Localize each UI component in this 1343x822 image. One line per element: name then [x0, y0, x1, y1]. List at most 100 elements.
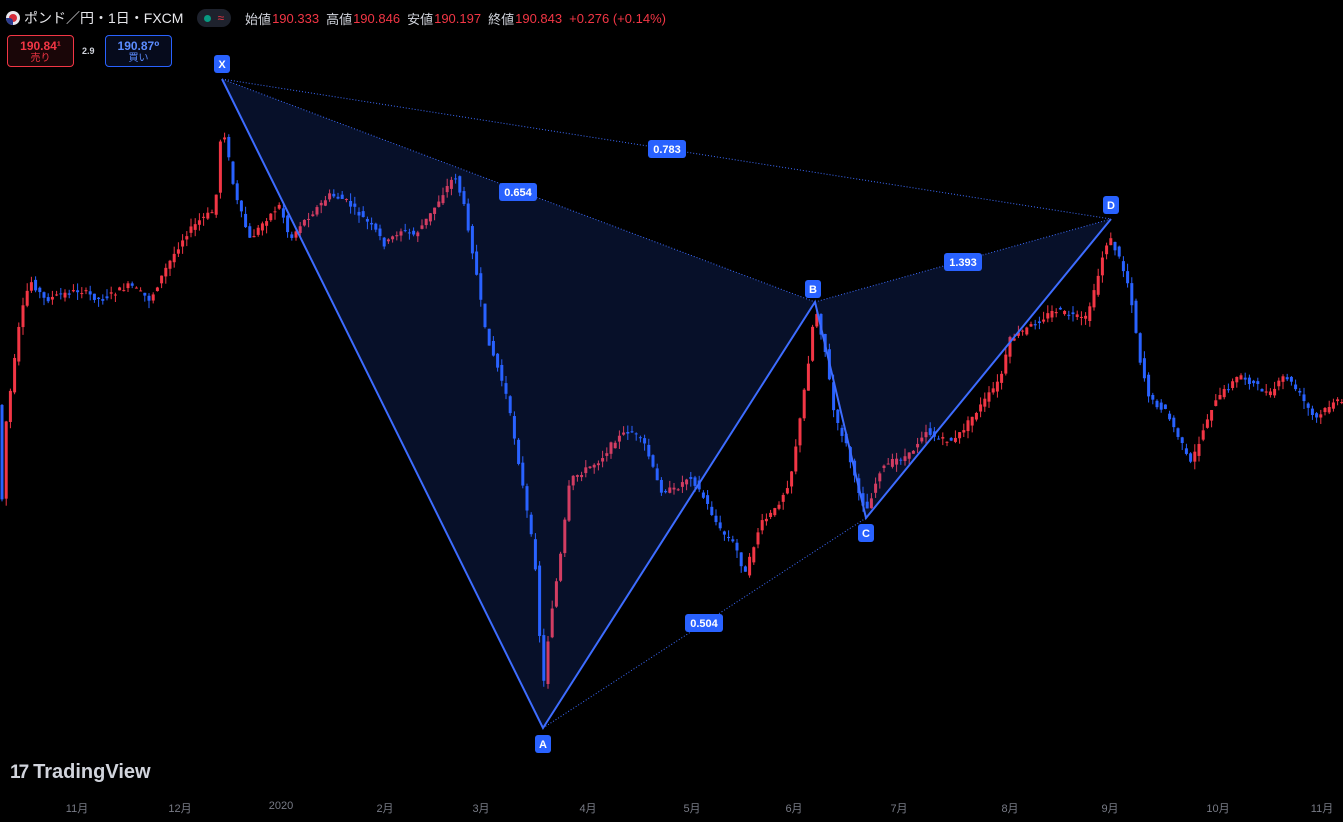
- candle-body: [781, 494, 785, 502]
- market-status-badge[interactable]: ≈: [197, 9, 232, 27]
- candle-body: [122, 290, 126, 292]
- candle-body: [764, 518, 768, 522]
- candle-body: [113, 294, 117, 296]
- candle-body: [386, 239, 390, 242]
- candle-body: [1016, 332, 1020, 336]
- sell-price: 190.84¹: [20, 39, 61, 53]
- ratio-label-xd: 0.783: [648, 140, 686, 158]
- candle-body: [983, 398, 987, 407]
- candle-body: [701, 492, 705, 498]
- candle-body: [382, 237, 386, 247]
- candle-body: [622, 432, 626, 435]
- candle-body: [685, 479, 689, 485]
- market-open-dot-icon: [204, 14, 212, 22]
- candle-body: [1302, 394, 1306, 402]
- candle-body: [1058, 307, 1062, 310]
- candle-body: [437, 201, 441, 207]
- candle-body: [500, 364, 504, 381]
- candle-body: [428, 213, 432, 222]
- candle-body: [802, 389, 806, 419]
- point-label-a[interactable]: A: [535, 735, 551, 753]
- symbol-title[interactable]: ポンド／円・1日・FXCM: [24, 10, 184, 26]
- candle-body: [181, 240, 185, 247]
- candle-body: [958, 432, 962, 439]
- sell-button[interactable]: 190.84¹ 売り: [7, 35, 74, 67]
- time-axis-tick: 2020: [268, 800, 294, 812]
- candle-body: [668, 487, 672, 493]
- candle-body: [340, 194, 344, 199]
- point-label-d[interactable]: D: [1103, 196, 1119, 214]
- candle-body: [567, 485, 571, 521]
- sell-label: 売り: [30, 53, 51, 64]
- time-axis[interactable]: 11月 12月 2020 2月 3月 4月 5月 6月 7月 8月 9月 10月…: [0, 798, 1343, 818]
- candle-body: [328, 193, 332, 200]
- candle-body: [315, 207, 319, 215]
- candle-body: [353, 203, 357, 207]
- high-value: 190.846: [353, 10, 401, 26]
- point-label-b[interactable]: B: [805, 280, 821, 298]
- candle-body: [92, 293, 96, 300]
- candle-body: [521, 462, 525, 486]
- candle-body: [349, 200, 353, 207]
- time-axis-tick: 10月: [1206, 803, 1230, 815]
- pattern-fill-bcd: [815, 219, 1111, 518]
- candle-body: [1113, 241, 1117, 251]
- candle-body: [1004, 354, 1008, 374]
- buy-button[interactable]: 190.87⁰ 買い: [105, 35, 172, 67]
- candle-body: [483, 303, 487, 328]
- candle-body: [1184, 448, 1188, 454]
- candle-body: [269, 213, 273, 221]
- candle-body: [407, 232, 411, 234]
- candle-body: [836, 409, 840, 424]
- candle-body: [584, 467, 588, 474]
- candle-body: [218, 141, 222, 193]
- candle-body: [1088, 306, 1092, 322]
- candle-body: [1180, 437, 1184, 443]
- candle-body: [97, 297, 101, 299]
- candle-body: [508, 396, 512, 414]
- candle-body: [1126, 271, 1130, 284]
- candle-body: [517, 439, 521, 464]
- time-axis-tick: 11月: [65, 803, 89, 815]
- candle-body: [143, 292, 147, 296]
- candle-body: [1130, 283, 1134, 306]
- candle-body: [365, 218, 369, 222]
- svg-text:0.654: 0.654: [504, 187, 532, 199]
- candle-body: [1298, 390, 1302, 393]
- svg-text:D: D: [1107, 200, 1115, 212]
- candle-body: [1327, 407, 1331, 413]
- candle-body: [155, 287, 159, 292]
- candle-body: [244, 213, 248, 228]
- candle-body: [1260, 389, 1264, 392]
- candle-body: [979, 404, 983, 412]
- candle-body: [538, 565, 542, 636]
- point-label-c[interactable]: C: [858, 524, 874, 542]
- candle-body: [525, 486, 529, 511]
- candle-body: [235, 183, 239, 201]
- candle-body: [416, 232, 420, 237]
- candle-body: [336, 196, 340, 199]
- candle-body: [1075, 314, 1079, 317]
- candle-body: [357, 211, 361, 216]
- time-axis-tick: 11月: [1310, 803, 1334, 815]
- candle-body: [672, 487, 676, 490]
- candle-body: [643, 438, 647, 444]
- candle-body: [1205, 419, 1209, 428]
- candle-body: [634, 433, 638, 435]
- candle-body: [1163, 404, 1167, 409]
- xabcd-pattern[interactable]: 0.654 0.783 1.393 0.504 X A B C: [214, 55, 1119, 753]
- candle-body: [559, 553, 563, 581]
- candle-body: [462, 191, 466, 205]
- candle-body: [676, 489, 680, 491]
- candle-body: [0, 404, 4, 500]
- candle-body: [50, 296, 54, 300]
- candle-body: [130, 283, 134, 286]
- candle-body: [307, 218, 311, 220]
- candle-body: [886, 463, 890, 465]
- candle-body: [214, 194, 218, 215]
- candle-body: [1197, 443, 1201, 456]
- point-label-x[interactable]: X: [214, 55, 230, 73]
- candle-body: [273, 211, 277, 213]
- candle-body: [1235, 376, 1239, 383]
